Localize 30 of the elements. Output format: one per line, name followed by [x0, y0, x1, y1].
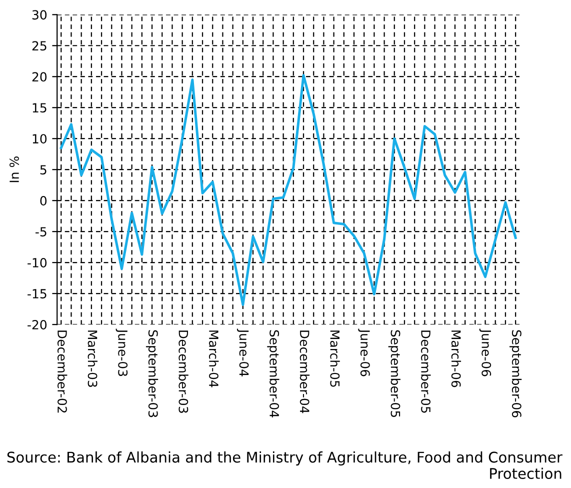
x-tick-label: December-03 — [178, 330, 188, 413]
line-series — [60, 74, 517, 306]
x-tick-label: June-03 — [116, 328, 128, 376]
y-tick-label: 15 — [32, 103, 46, 113]
x-tick-label: December-05 — [421, 330, 431, 413]
x-tick-label: December-04 — [300, 330, 310, 414]
x-tick-label: September-03 — [146, 330, 158, 418]
y-tick-label: 5 — [40, 165, 46, 175]
x-tick-label: September-05 — [388, 330, 400, 417]
y-tick-label: 30 — [32, 10, 47, 20]
x-tick-label: June-06 — [479, 328, 492, 376]
y-tick-label: 10 — [32, 134, 47, 144]
x-tick-label: September-04 — [267, 330, 280, 418]
source-note: Source: Bank of Albania and the Ministry of Agriculture, Food and Consumer Protection — [7, 451, 562, 480]
x-tick-label: June-04 — [236, 328, 249, 376]
x-tick-label: September-06 — [510, 330, 522, 418]
x-tick-label: March-05 — [330, 330, 340, 387]
x-tick-label: March-04 — [208, 330, 219, 388]
y-axis-title: In % — [10, 156, 19, 182]
x-tick-label: December-02 — [58, 330, 68, 413]
y-tick-label: -10 — [28, 258, 47, 268]
y-tick-label: 20 — [32, 72, 47, 82]
y-tick-label: 25 — [32, 41, 46, 51]
y-tick-label: 0 — [40, 196, 47, 206]
y-tick-label: -5 — [36, 227, 46, 236]
y-tick-label: -15 — [28, 289, 46, 298]
x-tick-label: March-06 — [451, 330, 462, 388]
x-tick-label: March-03 — [88, 330, 98, 387]
x-tick-label: June-06 — [358, 328, 370, 376]
y-tick-label: -20 — [28, 320, 47, 330]
